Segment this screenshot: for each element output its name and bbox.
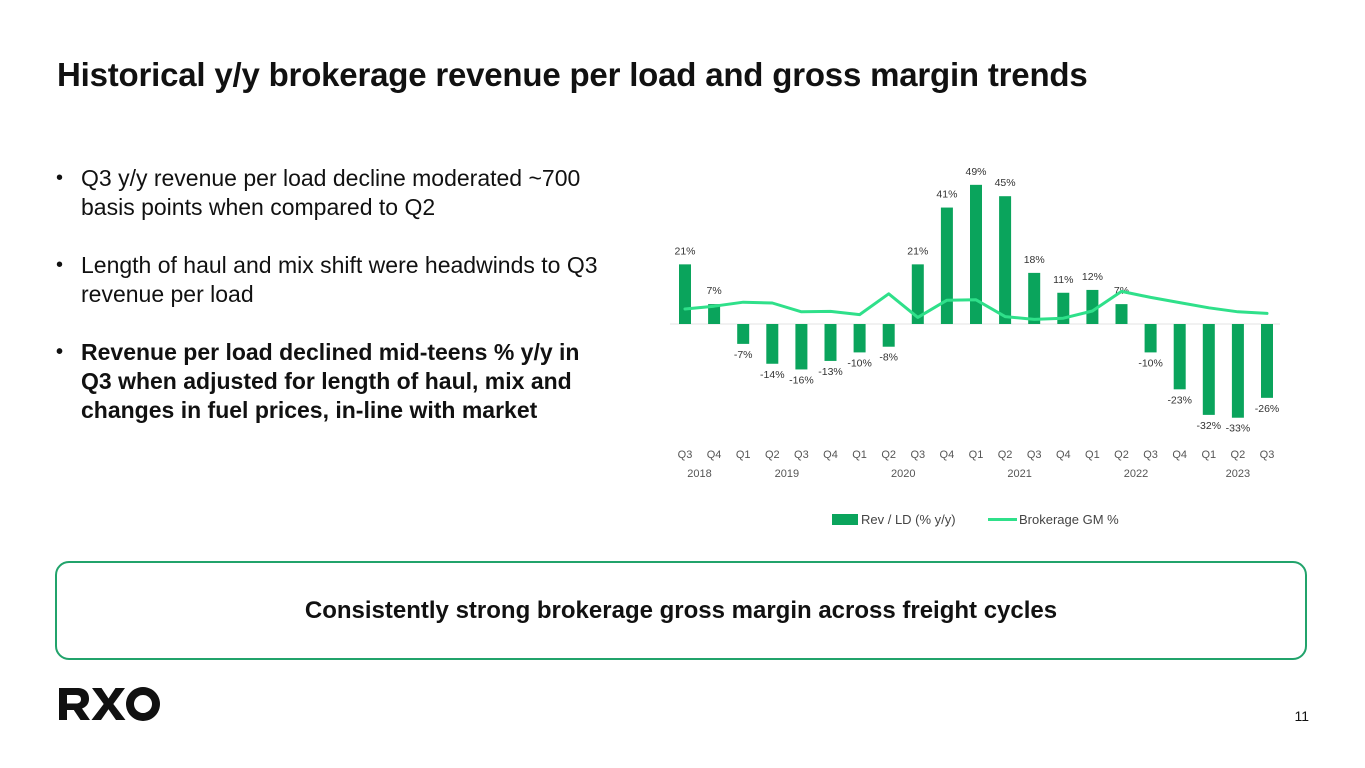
data-label: 18% xyxy=(1024,254,1045,266)
data-label: 11% xyxy=(1053,274,1073,286)
bar xyxy=(882,324,895,347)
x-tick-label: Q3 xyxy=(910,449,925,461)
bar xyxy=(737,324,750,344)
data-label: -16% xyxy=(789,374,814,386)
x-tick-label: Q3 xyxy=(1027,449,1042,461)
data-label: -26% xyxy=(1255,403,1280,415)
year-label: 2022 xyxy=(1124,468,1148,480)
data-label: 7% xyxy=(707,285,722,297)
rxo-logo-mark xyxy=(59,687,160,721)
x-tick-label: Q3 xyxy=(1260,449,1275,461)
bar xyxy=(795,324,808,370)
bar xyxy=(1261,324,1273,398)
data-label: -7% xyxy=(734,349,753,361)
bar xyxy=(1028,272,1041,324)
x-tick-label: Q4 xyxy=(707,449,722,461)
callout-box: Consistently strong brokerage gross marg… xyxy=(55,561,1307,660)
x-tick-label: Q3 xyxy=(794,449,809,461)
bullet-point: Q3 y/y revenue per load decline moderate… xyxy=(54,164,614,222)
year-label: 2023 xyxy=(1226,468,1250,480)
page-number: 11 xyxy=(1294,708,1309,724)
x-tick-label: Q3 xyxy=(678,449,693,461)
legend-label-line: Brokerage GM % xyxy=(1019,512,1119,527)
bar xyxy=(940,207,953,324)
bar xyxy=(970,184,982,324)
bar xyxy=(824,324,837,361)
x-tick-label: Q4 xyxy=(940,449,955,461)
year-label: 2020 xyxy=(891,468,915,480)
slide-title: Historical y/y brokerage revenue per loa… xyxy=(57,56,1088,93)
bar xyxy=(999,196,1012,324)
revenue-margin-chart: 21% 7% -7% -14% -16% -13% -10% -8% 21% 41% 49% 45% 1… xyxy=(660,150,1300,550)
callout-text: Consistently strong brokerage gross marg… xyxy=(304,596,1058,624)
data-label: -33% xyxy=(1226,423,1251,435)
year-label: 2021 xyxy=(1007,468,1031,480)
data-label: -14% xyxy=(760,369,785,381)
x-tick-label: Q1 xyxy=(852,449,867,461)
x-tick-label: Q2 xyxy=(1231,449,1246,461)
bullet-list: Q3 y/y revenue per load decline moderate… xyxy=(54,164,614,454)
rxo-logo xyxy=(57,686,161,727)
x-tick-label: Q1 xyxy=(1201,449,1216,461)
data-label: 21% xyxy=(907,245,928,257)
bar xyxy=(1115,304,1128,324)
data-label: -10% xyxy=(847,357,872,369)
bar xyxy=(1086,289,1099,324)
x-tick-label: Q2 xyxy=(765,449,780,461)
bar xyxy=(766,324,779,364)
data-label: -8% xyxy=(879,352,898,364)
x-tick-label: Q2 xyxy=(998,449,1013,461)
bar xyxy=(679,264,691,324)
bar xyxy=(1144,324,1157,353)
bar xyxy=(1173,324,1186,390)
x-tick-label: Q4 xyxy=(1172,449,1187,461)
bar xyxy=(853,324,866,353)
bar xyxy=(1202,324,1215,415)
year-label: 2018 xyxy=(687,468,711,480)
x-tick-label: Q2 xyxy=(881,449,896,461)
x-tick-label: Q4 xyxy=(1056,449,1071,461)
x-tick-label: Q4 xyxy=(823,449,838,461)
x-tick-label: Q1 xyxy=(736,449,751,461)
bullet-point: Length of haul and mix shift were headwi… xyxy=(54,251,614,309)
bar xyxy=(708,304,721,324)
x-tick-label: Q1 xyxy=(1085,449,1100,461)
bar xyxy=(911,264,924,324)
bar xyxy=(1231,324,1244,418)
year-label: 2019 xyxy=(775,468,799,480)
data-label: 41% xyxy=(936,189,957,201)
x-tick-label: Q1 xyxy=(969,449,984,461)
bullet-point-emphasized: Revenue per load declined mid-teens % y/… xyxy=(54,338,614,425)
data-label: -13% xyxy=(818,366,843,378)
data-label: 45% xyxy=(995,177,1016,189)
data-label: 12% xyxy=(1082,271,1103,283)
legend-swatch-bar xyxy=(832,514,858,525)
x-tick-label: Q3 xyxy=(1143,449,1158,461)
data-label: -32% xyxy=(1197,420,1222,432)
data-label: -23% xyxy=(1167,394,1192,406)
data-label: -10% xyxy=(1138,357,1163,369)
chart-canvas: 21% 7% -7% -14% -16% -13% -10% -8% 21% 41% 49% 45% 1… xyxy=(670,166,1280,527)
data-label: 21% xyxy=(674,245,695,257)
legend-label-bar: Rev / LD (% y/y) xyxy=(861,512,956,527)
data-label: 49% xyxy=(965,166,986,178)
x-tick-label: Q2 xyxy=(1114,449,1129,461)
gm-series-line xyxy=(683,289,1269,321)
